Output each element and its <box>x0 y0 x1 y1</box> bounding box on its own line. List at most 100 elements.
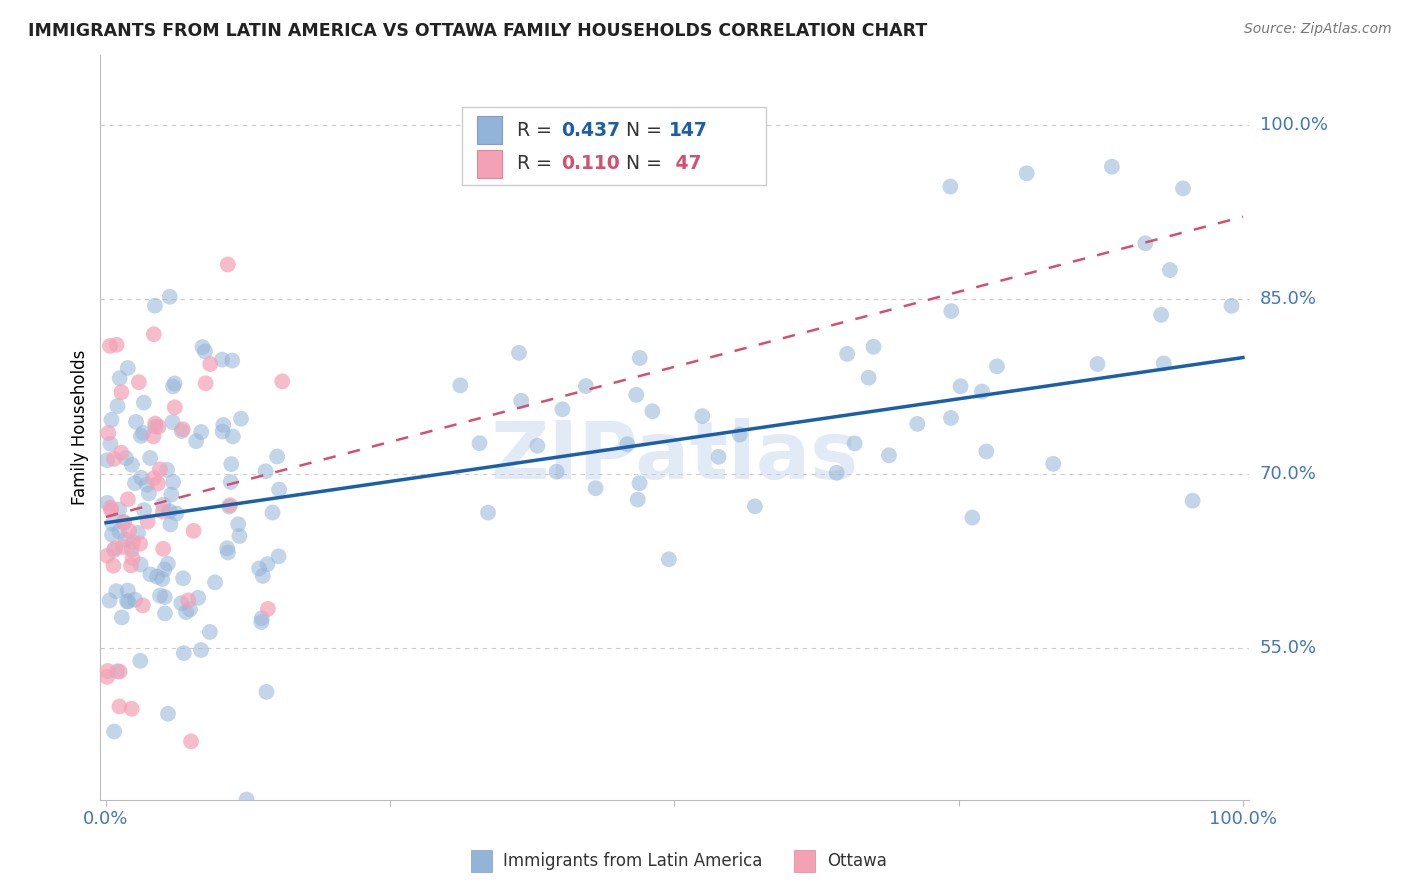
Point <box>825 466 848 480</box>
Point <box>170 596 193 610</box>
Point <box>628 351 651 365</box>
Point <box>837 347 859 361</box>
Point <box>105 338 128 352</box>
Point <box>229 411 252 425</box>
Point <box>156 706 179 721</box>
Point <box>1042 457 1064 471</box>
Text: IMMIGRANTS FROM LATIN AMERICA VS OTTAWA FAMILY HOUSEHOLDS CORRELATION CHART: IMMIGRANTS FROM LATIN AMERICA VS OTTAWA … <box>28 22 928 40</box>
Point <box>219 498 242 512</box>
Point <box>108 371 131 385</box>
Point <box>152 505 174 519</box>
Point <box>153 590 176 604</box>
Point <box>117 361 139 376</box>
Point <box>707 450 730 464</box>
Point <box>211 352 233 367</box>
Point <box>162 379 184 393</box>
Point <box>128 375 150 389</box>
Point <box>118 524 141 538</box>
Point <box>152 498 174 512</box>
Point <box>862 340 884 354</box>
Point <box>139 450 162 465</box>
Point <box>1087 357 1109 371</box>
Point <box>173 646 195 660</box>
Point <box>162 415 184 429</box>
Point <box>112 540 135 554</box>
Point <box>117 594 139 608</box>
Text: ZIPatlas: ZIPatlas <box>491 418 859 496</box>
Point <box>184 434 207 449</box>
Point <box>117 492 139 507</box>
Point <box>132 395 155 409</box>
Point <box>219 475 242 489</box>
Point <box>112 515 135 529</box>
Text: Source: ZipAtlas.com: Source: ZipAtlas.com <box>1244 22 1392 37</box>
Point <box>132 503 155 517</box>
Point <box>153 607 176 621</box>
Point <box>183 524 205 538</box>
Point <box>1181 493 1204 508</box>
Point <box>142 429 165 443</box>
Point <box>129 536 152 550</box>
Point <box>174 605 197 619</box>
Point <box>218 500 240 514</box>
Text: N =: N = <box>626 154 662 173</box>
Point <box>219 457 242 471</box>
Point <box>844 436 866 450</box>
Point <box>256 558 278 572</box>
Point <box>1220 299 1243 313</box>
Point <box>250 611 273 625</box>
Point <box>139 567 162 582</box>
Point <box>149 589 172 603</box>
Point <box>626 388 648 402</box>
Point <box>104 541 127 556</box>
Point <box>976 444 998 458</box>
Point <box>156 463 179 477</box>
Point <box>159 290 181 304</box>
Point <box>217 258 239 272</box>
Text: 47: 47 <box>669 154 702 173</box>
Point <box>257 602 280 616</box>
Text: 100.0%: 100.0% <box>1260 116 1327 134</box>
Point <box>112 516 135 530</box>
Point <box>103 724 125 739</box>
Point <box>179 602 201 616</box>
Point <box>129 471 152 485</box>
Point <box>551 402 574 417</box>
Point <box>228 529 250 543</box>
Point <box>198 624 221 639</box>
Point <box>212 417 235 432</box>
Point <box>163 401 186 415</box>
Point <box>121 542 143 557</box>
Point <box>962 510 984 524</box>
Point <box>121 458 143 472</box>
Point <box>97 426 120 441</box>
Point <box>526 439 548 453</box>
Point <box>114 533 136 547</box>
Point <box>148 419 170 434</box>
Point <box>149 462 172 476</box>
Point <box>160 487 183 501</box>
Point <box>108 502 131 516</box>
Text: R =: R = <box>517 120 553 140</box>
Point <box>575 379 598 393</box>
Point <box>510 393 533 408</box>
Point <box>1153 356 1175 370</box>
FancyBboxPatch shape <box>477 116 502 145</box>
Point <box>120 558 142 573</box>
Point <box>132 425 155 440</box>
Point <box>262 506 284 520</box>
Point <box>105 584 128 599</box>
Point <box>877 448 900 462</box>
Point <box>98 593 121 607</box>
Point <box>115 594 138 608</box>
Point <box>172 571 194 585</box>
Point <box>100 437 122 451</box>
Point <box>190 643 212 657</box>
Point <box>986 359 1008 374</box>
Point <box>628 476 651 491</box>
Point <box>156 557 179 571</box>
Point <box>121 551 143 566</box>
Point <box>108 699 131 714</box>
Point <box>1171 181 1194 195</box>
Point <box>585 481 607 495</box>
